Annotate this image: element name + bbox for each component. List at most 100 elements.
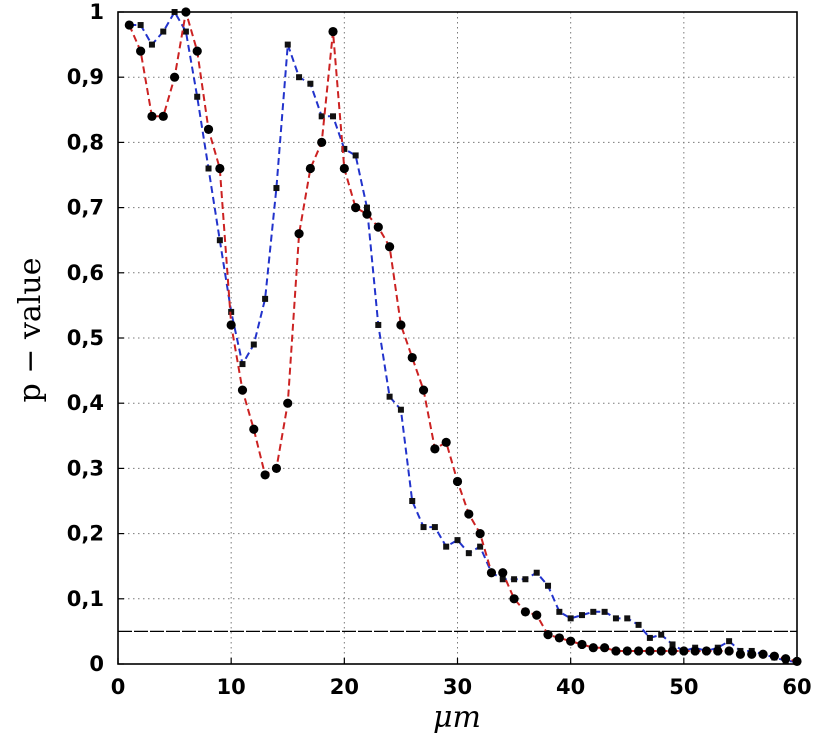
square-marker [601, 608, 608, 615]
square-marker [386, 393, 393, 400]
circle-marker [679, 646, 689, 656]
square-marker [646, 634, 653, 641]
circle-marker [566, 636, 576, 646]
square-marker [341, 145, 348, 152]
x-axis-ticks: 0 10 20 30 40 50 60 [111, 658, 812, 699]
square-marker [578, 612, 585, 619]
x-axis-label: μm [433, 700, 481, 735]
y-tick-label: 0,4 [67, 391, 104, 415]
circle-marker [520, 607, 531, 617]
grid [118, 12, 797, 664]
circle-marker [385, 242, 395, 252]
series-2 [124, 7, 802, 666]
circle-marker [351, 203, 361, 213]
x-tick-label: 30 [443, 675, 472, 699]
y-tick-label: 0,2 [67, 522, 104, 546]
square-marker [307, 80, 314, 87]
y-tick-label: 0,6 [67, 261, 104, 285]
x-tick-label: 50 [669, 675, 698, 699]
square-marker [284, 41, 291, 48]
square-marker [533, 569, 540, 576]
circle-marker [713, 646, 723, 656]
circle-marker [724, 646, 734, 656]
circle-marker [237, 385, 248, 395]
circle-marker [611, 646, 621, 656]
circle-marker [430, 444, 440, 454]
square-marker [431, 524, 438, 531]
circle-marker [633, 646, 644, 656]
square-marker [477, 543, 484, 550]
square-marker [511, 576, 518, 583]
y-tick-label: 0,5 [67, 326, 104, 350]
circle-marker [158, 111, 168, 121]
square-marker [443, 543, 450, 550]
square-marker [635, 621, 642, 628]
circle-marker [373, 222, 383, 232]
square-marker [669, 641, 676, 648]
circle-marker [147, 111, 157, 121]
circle-marker [260, 470, 270, 480]
circle-marker [781, 654, 791, 664]
y-tick-label: 1 [89, 0, 104, 24]
circle-marker [701, 646, 712, 656]
circle-marker [215, 163, 225, 174]
square-marker [522, 576, 529, 583]
circle-marker [226, 320, 236, 330]
circle-marker [136, 46, 146, 56]
square-marker [137, 22, 144, 29]
square-marker [726, 638, 733, 645]
circle-marker [271, 463, 282, 473]
square-marker [454, 537, 461, 544]
circle-marker [747, 649, 757, 659]
x-tick-label: 10 [217, 675, 246, 699]
square-marker [273, 185, 280, 192]
series-2-line [128, 11, 798, 663]
x-tick-label: 60 [782, 675, 811, 699]
circle-marker [645, 646, 655, 656]
circle-marker [543, 630, 553, 640]
square-marker [318, 113, 325, 120]
circle-marker [475, 529, 485, 539]
series-1-line [129, 9, 798, 663]
square-marker [567, 615, 574, 622]
square-marker [658, 631, 665, 638]
square-marker [205, 165, 212, 172]
circle-marker [418, 385, 429, 395]
y-axis-label: p − value [13, 258, 48, 403]
square-marker [545, 582, 552, 589]
circle-marker [339, 163, 349, 174]
x-tick-label: 40 [556, 675, 585, 699]
circle-marker [554, 633, 564, 643]
circle-marker [124, 20, 134, 30]
circle-marker [328, 26, 338, 37]
y-tick-label: 0,9 [67, 65, 104, 89]
circle-marker [600, 643, 610, 653]
circle-marker [192, 46, 202, 56]
y-tick-label: 0,1 [67, 587, 104, 611]
square-marker [499, 576, 506, 583]
series-layer [124, 7, 802, 666]
square-marker [420, 524, 427, 531]
x-tick-label: 20 [330, 675, 359, 699]
y-tick-label: 0,7 [67, 196, 104, 220]
circle-marker [690, 646, 700, 656]
square-marker [194, 93, 201, 100]
circle-marker [667, 646, 678, 656]
x-tick-label: 0 [111, 675, 126, 699]
square-marker [556, 608, 563, 615]
y-tick-label: 0,8 [67, 130, 104, 154]
square-marker [262, 295, 269, 302]
circle-marker [396, 320, 406, 330]
square-marker [250, 341, 257, 348]
square-marker [409, 498, 416, 504]
y-tick-label: 0,3 [67, 456, 104, 480]
circle-marker [577, 639, 587, 650]
circle-marker [498, 568, 508, 578]
circle-marker [317, 137, 327, 147]
square-marker [397, 406, 404, 413]
circle-marker [441, 437, 451, 447]
square-marker [465, 550, 472, 557]
circle-marker [588, 643, 598, 653]
square-marker [216, 237, 223, 244]
